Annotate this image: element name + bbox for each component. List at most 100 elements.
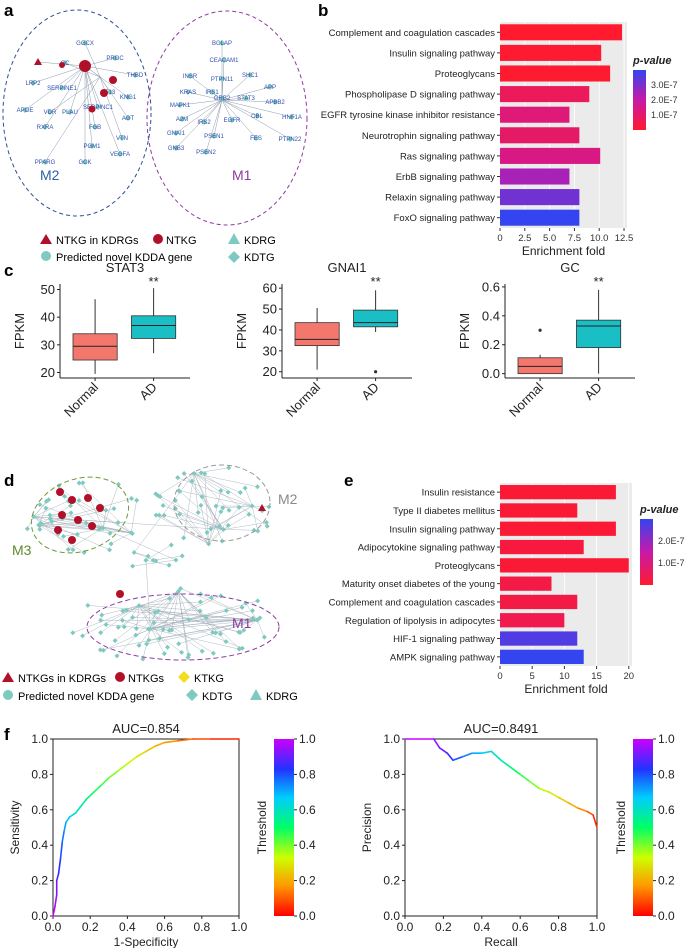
gene-node (107, 89, 113, 95)
ntkg-in-kdrg-node (34, 58, 42, 65)
network-edge (24, 65, 86, 111)
ntkg-node (100, 89, 108, 97)
y-tick-label: 0.0 (383, 909, 400, 923)
network-edge (150, 628, 170, 631)
gene-node (107, 530, 113, 536)
gene-node (199, 648, 205, 654)
network-edge (193, 473, 220, 527)
colorbar-tick-label: 0.8 (658, 767, 675, 781)
network-edge (206, 505, 253, 533)
module-label-m1: M1 (232, 167, 252, 183)
gene-node (60, 533, 66, 539)
network-edge (134, 552, 149, 557)
network-edge (84, 65, 96, 128)
gene-node (176, 488, 182, 494)
gene-node (181, 535, 187, 541)
chart-e-enrichment: 0 5 10 15 20 Insulin resistance Type II diabet… (329, 483, 685, 696)
y-tick-label: 30 (263, 343, 277, 358)
network-edge (79, 482, 132, 533)
gene-node (219, 76, 225, 82)
bar (500, 106, 570, 123)
network-edge (103, 628, 151, 651)
gene-label: A2M (176, 117, 188, 123)
curve-segment (55, 872, 60, 882)
gene-node (59, 85, 65, 91)
gene-label: CEACAM1 (209, 58, 239, 64)
gene-node (92, 124, 98, 130)
network-edge (100, 605, 140, 633)
y-tick-label: 0.0 (31, 909, 48, 923)
gene-node (70, 547, 76, 553)
x-tick-label: 1.0 (589, 920, 606, 934)
network-edge (99, 76, 129, 119)
curve-segment (586, 810, 594, 816)
gene-node (166, 628, 172, 634)
circle-teal-icon (3, 690, 13, 700)
box (517, 357, 563, 375)
gene-node (133, 632, 139, 638)
bar (500, 594, 578, 610)
legend-d-ntkgs-in-kdrgs: NTKGs in KDRGs (18, 673, 107, 685)
network-d-nodes (24, 465, 272, 662)
network-edge (132, 617, 258, 621)
gene-node (173, 557, 179, 563)
network-edge (64, 496, 132, 533)
chart-c-gnai1: 20 30 40 50 60 GNAI1 FPKM Normal AD ** (234, 260, 412, 420)
network-edge (221, 97, 247, 101)
network-edge (183, 473, 195, 538)
panel-letter-b: b (318, 1, 328, 20)
ntkg-node (88, 105, 96, 113)
category-label: Insulin signaling pathway (389, 524, 495, 535)
curve-segment (135, 750, 147, 758)
network-edge (116, 591, 179, 656)
gene-node (199, 494, 205, 500)
network-edge (210, 505, 253, 530)
gene-node (187, 73, 193, 79)
gene-node (220, 526, 226, 532)
network-edge (244, 487, 253, 507)
gene-node (253, 135, 259, 141)
gene-node (208, 595, 214, 601)
diamond-teal-icon (186, 689, 198, 701)
category-label: Complement and coagulation cascades (329, 28, 496, 39)
gene-node (251, 527, 257, 533)
curve-segment (126, 755, 138, 765)
ntkg-node (88, 522, 96, 530)
gene-label: SERPINC1 (83, 105, 114, 111)
gene-node (225, 489, 231, 495)
network-edge (243, 620, 258, 631)
network-edge (84, 65, 121, 155)
gene-label: THBD (127, 73, 144, 79)
network-d-edges (27, 467, 269, 660)
network-edge (203, 99, 223, 123)
network-edge (178, 591, 189, 655)
curve-segment (74, 805, 82, 815)
network-edge (102, 510, 107, 529)
network-edge (175, 500, 209, 545)
y-axis-label: FPKM (234, 313, 249, 349)
curve-segment (592, 814, 598, 829)
gene-node (208, 526, 214, 532)
gene-node (83, 520, 89, 526)
gene-label: SHC1 (242, 73, 259, 79)
x-tick-label: AD (358, 380, 381, 403)
legend-colorbar (633, 70, 646, 130)
panel-letter-c: c (4, 261, 13, 280)
network-edge (78, 500, 132, 533)
gene-label: IRS2 (197, 120, 211, 126)
gene-node (130, 615, 136, 621)
gene-node (145, 553, 151, 559)
ntkg-node (54, 526, 62, 534)
legend-title: p-value (639, 504, 679, 516)
gene-node (68, 503, 74, 509)
network-edge (162, 505, 224, 530)
gene-node (70, 630, 76, 636)
network-edge (187, 91, 223, 101)
gene-node (179, 649, 185, 655)
bar (500, 189, 580, 206)
category-label: Type II diabetes mellitus (393, 506, 495, 517)
box (294, 322, 340, 347)
gene-node (143, 557, 149, 563)
gene-label: GGCX (76, 41, 94, 47)
gene-node (43, 505, 49, 511)
